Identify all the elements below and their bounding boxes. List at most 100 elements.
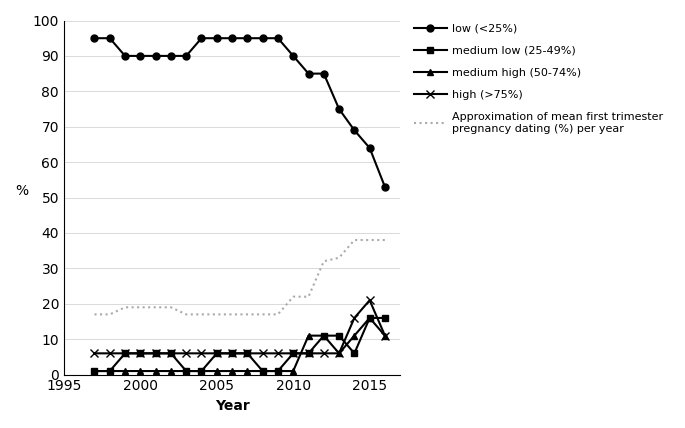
high (>75%) — [212, 351, 221, 356]
Approximation of mean first trimester
pregnancy dating (%) per year — [105, 312, 114, 317]
low (<25%) — [136, 54, 145, 59]
Approximation of mean first trimester
pregnancy dating (%) per year — [197, 312, 205, 317]
Line: medium low (25-49%): medium low (25-49%) — [91, 315, 388, 374]
Approximation of mean first trimester
pregnancy dating (%) per year — [243, 312, 251, 317]
high (>75%) — [289, 351, 297, 356]
medium low (25-49%) — [151, 351, 160, 356]
high (>75%) — [167, 351, 175, 356]
high (>75%) — [243, 351, 251, 356]
medium high (50-74%) — [243, 369, 251, 374]
Legend: low (<25%), medium low (25-49%), medium high (50-74%), high (>75%), Approximatio: low (<25%), medium low (25-49%), medium … — [409, 19, 668, 138]
low (<25%) — [105, 36, 114, 41]
low (<25%) — [182, 54, 190, 59]
medium high (50-74%) — [105, 369, 114, 374]
medium low (25-49%) — [105, 369, 114, 374]
Line: high (>75%): high (>75%) — [90, 296, 389, 357]
medium high (50-74%) — [381, 333, 389, 338]
high (>75%) — [274, 351, 282, 356]
high (>75%) — [151, 351, 160, 356]
Approximation of mean first trimester
pregnancy dating (%) per year — [182, 312, 190, 317]
medium low (25-49%) — [350, 351, 358, 356]
low (<25%) — [151, 54, 160, 59]
high (>75%) — [197, 351, 205, 356]
low (<25%) — [366, 146, 374, 151]
medium low (25-49%) — [258, 369, 266, 374]
medium low (25-49%) — [167, 351, 175, 356]
Approximation of mean first trimester
pregnancy dating (%) per year — [289, 294, 297, 299]
medium low (25-49%) — [243, 351, 251, 356]
medium high (50-74%) — [258, 369, 266, 374]
Approximation of mean first trimester
pregnancy dating (%) per year — [121, 305, 129, 310]
Approximation of mean first trimester
pregnancy dating (%) per year — [274, 312, 282, 317]
Approximation of mean first trimester
pregnancy dating (%) per year — [258, 312, 266, 317]
high (>75%) — [121, 351, 129, 356]
medium high (50-74%) — [197, 369, 205, 374]
medium high (50-74%) — [90, 369, 99, 374]
medium high (50-74%) — [182, 369, 190, 374]
Approximation of mean first trimester
pregnancy dating (%) per year — [90, 312, 99, 317]
high (>75%) — [90, 351, 99, 356]
low (<25%) — [121, 54, 129, 59]
high (>75%) — [136, 351, 145, 356]
medium high (50-74%) — [274, 369, 282, 374]
medium low (25-49%) — [335, 333, 343, 338]
medium high (50-74%) — [136, 369, 145, 374]
medium low (25-49%) — [274, 369, 282, 374]
Line: low (<25%): low (<25%) — [91, 35, 388, 190]
medium low (25-49%) — [121, 351, 129, 356]
medium low (25-49%) — [289, 351, 297, 356]
low (<25%) — [304, 71, 312, 76]
medium low (25-49%) — [381, 315, 389, 321]
high (>75%) — [228, 351, 236, 356]
low (<25%) — [228, 36, 236, 41]
Approximation of mean first trimester
pregnancy dating (%) per year — [212, 312, 221, 317]
medium low (25-49%) — [136, 351, 145, 356]
medium high (50-74%) — [366, 315, 374, 321]
low (<25%) — [167, 54, 175, 59]
medium high (50-74%) — [228, 369, 236, 374]
Line: medium high (50-74%): medium high (50-74%) — [91, 315, 388, 374]
medium high (50-74%) — [320, 333, 328, 338]
medium high (50-74%) — [304, 333, 312, 338]
medium high (50-74%) — [350, 333, 358, 338]
high (>75%) — [350, 315, 358, 321]
medium low (25-49%) — [228, 351, 236, 356]
low (<25%) — [320, 71, 328, 76]
low (<25%) — [197, 36, 205, 41]
high (>75%) — [381, 333, 389, 338]
high (>75%) — [105, 351, 114, 356]
low (<25%) — [381, 184, 389, 190]
low (<25%) — [243, 36, 251, 41]
low (<25%) — [350, 128, 358, 133]
medium low (25-49%) — [366, 315, 374, 321]
medium low (25-49%) — [304, 351, 312, 356]
low (<25%) — [274, 36, 282, 41]
high (>75%) — [320, 351, 328, 356]
low (<25%) — [335, 107, 343, 112]
medium high (50-74%) — [121, 369, 129, 374]
Line: Approximation of mean first trimester
pregnancy dating (%) per year: Approximation of mean first trimester pr… — [95, 240, 385, 315]
Approximation of mean first trimester
pregnancy dating (%) per year — [167, 305, 175, 310]
Y-axis label: %: % — [15, 184, 28, 198]
high (>75%) — [182, 351, 190, 356]
medium high (50-74%) — [167, 369, 175, 374]
medium low (25-49%) — [320, 333, 328, 338]
low (<25%) — [212, 36, 221, 41]
Approximation of mean first trimester
pregnancy dating (%) per year — [151, 305, 160, 310]
Approximation of mean first trimester
pregnancy dating (%) per year — [228, 312, 236, 317]
high (>75%) — [258, 351, 266, 356]
medium high (50-74%) — [212, 369, 221, 374]
medium low (25-49%) — [90, 369, 99, 374]
X-axis label: Year: Year — [214, 399, 249, 413]
Approximation of mean first trimester
pregnancy dating (%) per year — [366, 238, 374, 243]
medium low (25-49%) — [182, 369, 190, 374]
low (<25%) — [258, 36, 266, 41]
high (>75%) — [304, 351, 312, 356]
medium high (50-74%) — [335, 351, 343, 356]
Approximation of mean first trimester
pregnancy dating (%) per year — [304, 294, 312, 299]
Approximation of mean first trimester
pregnancy dating (%) per year — [335, 255, 343, 260]
high (>75%) — [366, 297, 374, 303]
low (<25%) — [90, 36, 99, 41]
medium low (25-49%) — [197, 369, 205, 374]
medium low (25-49%) — [212, 351, 221, 356]
